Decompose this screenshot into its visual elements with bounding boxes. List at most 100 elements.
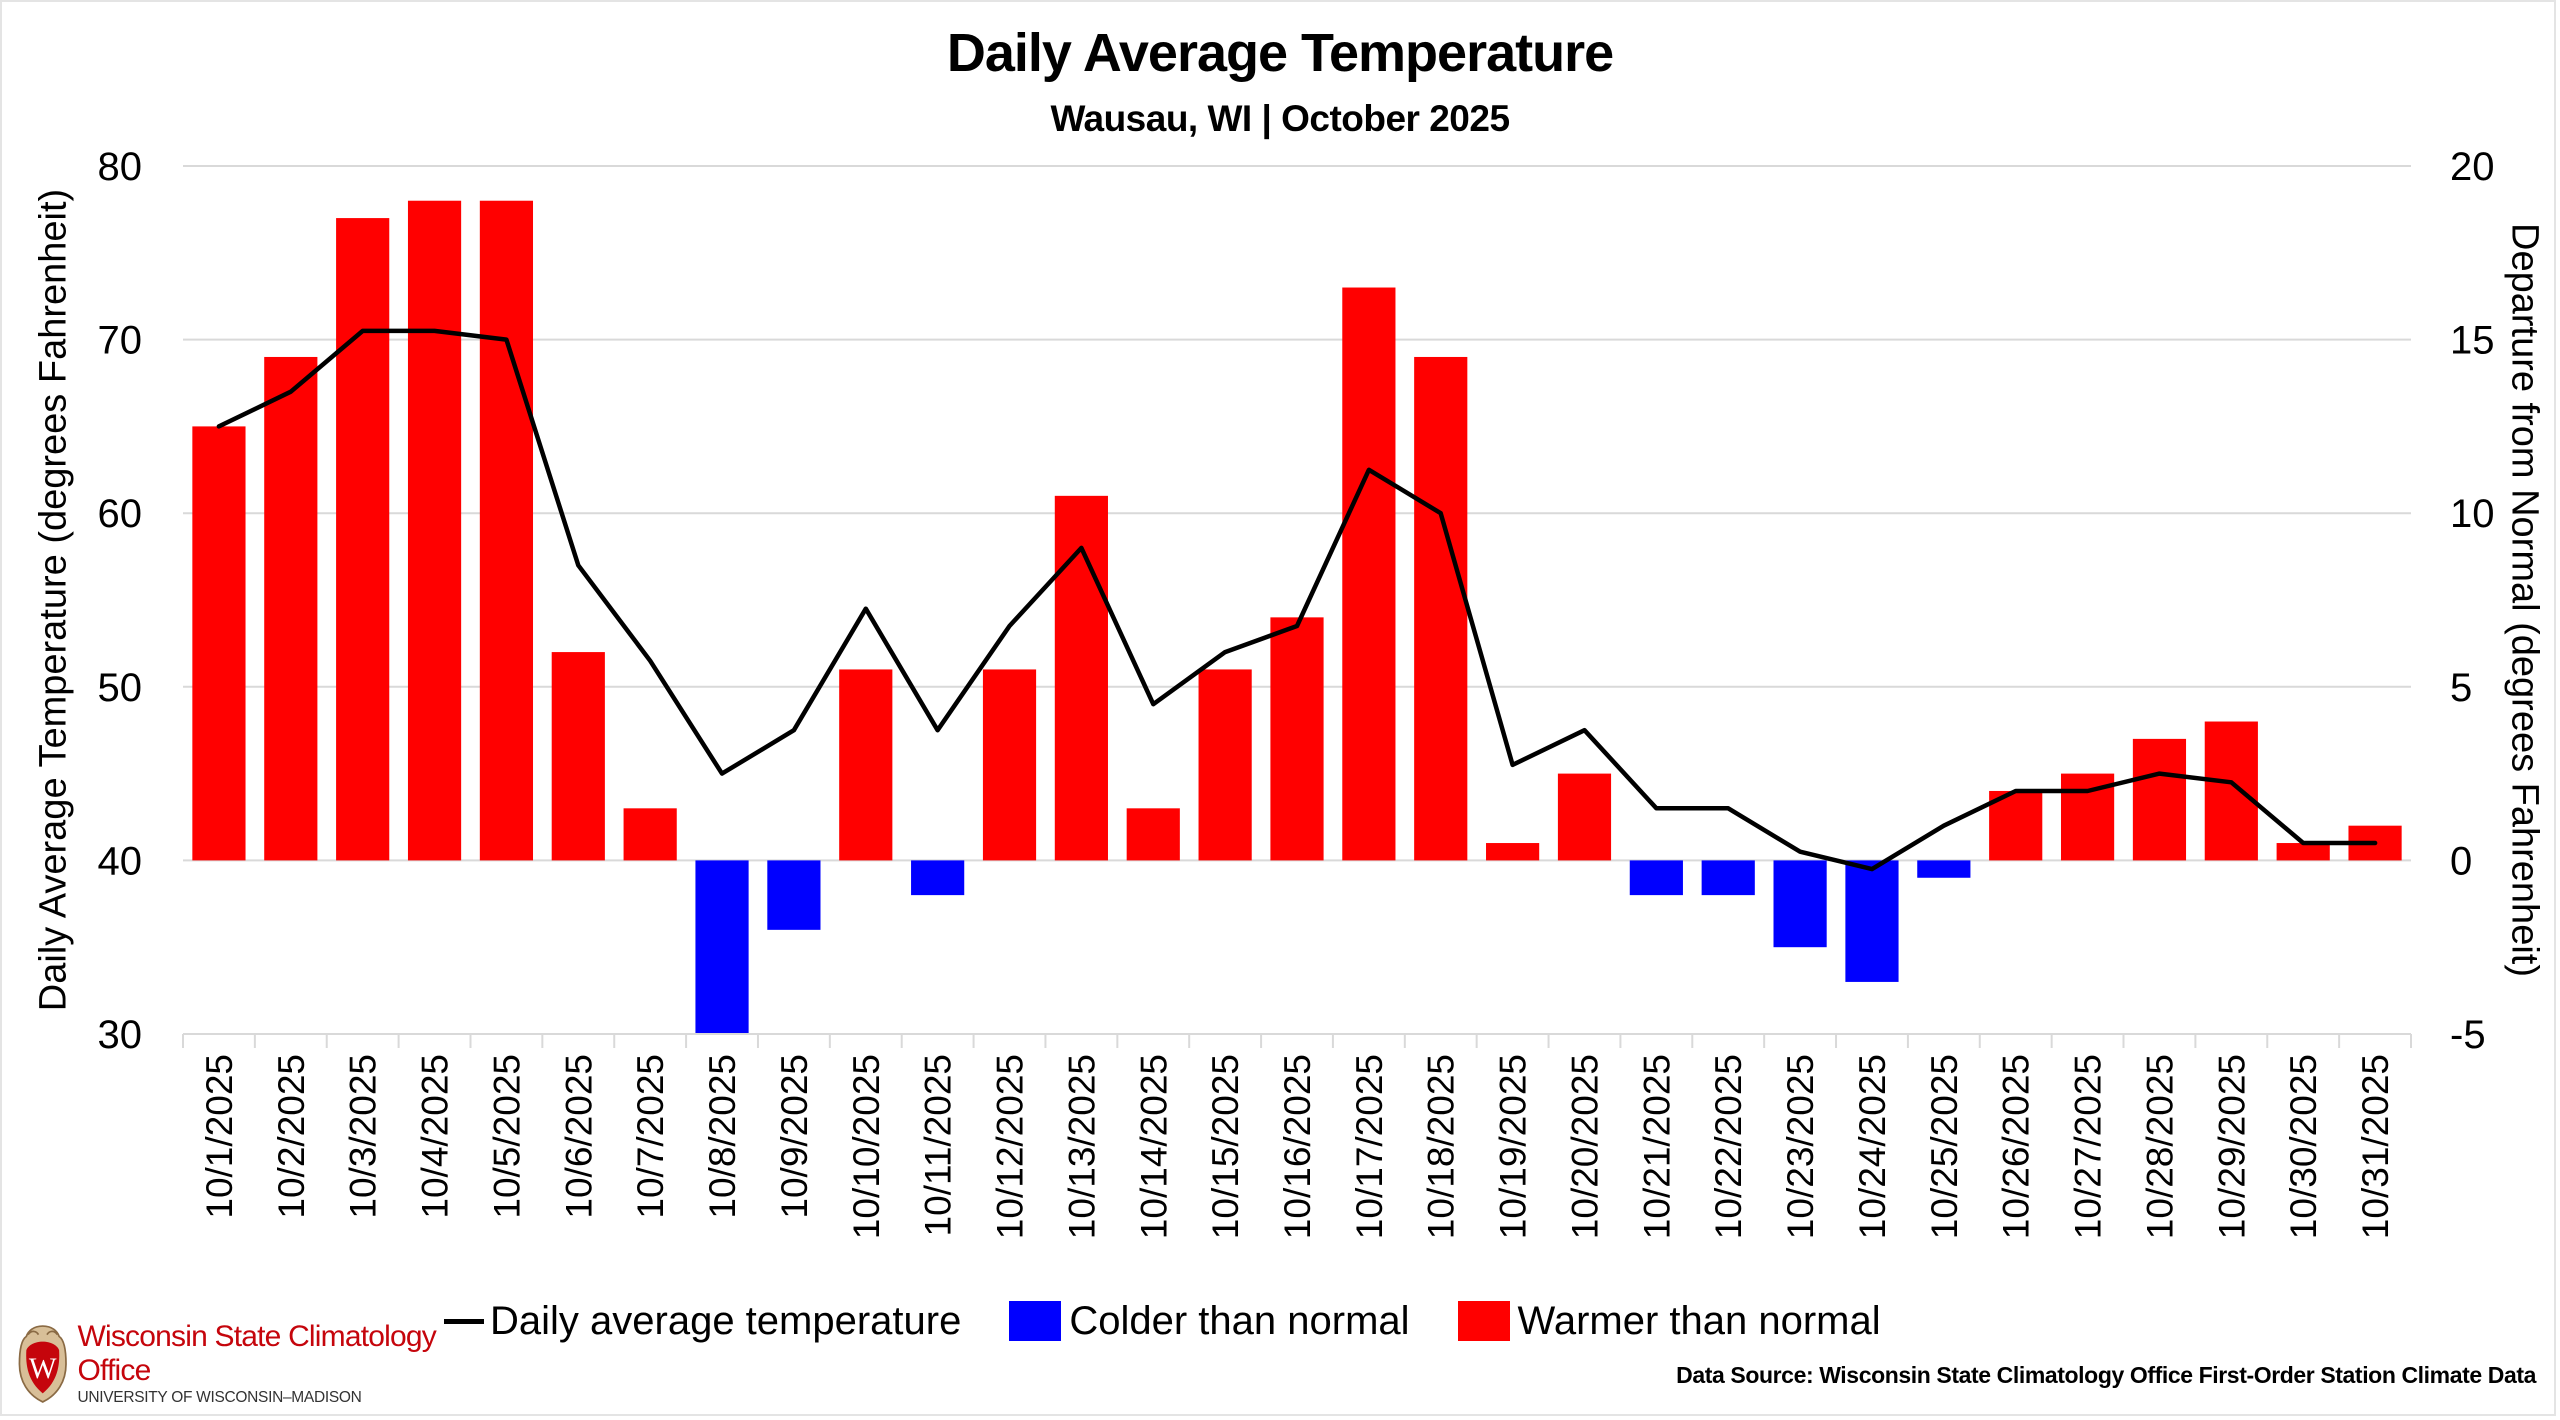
x-tick-labels: 10/1/2025 10/2/2025 10/3/2025 10/4/2025 10/5… <box>199 1054 2396 1239</box>
logo-university: UNIVERSITY OF WISCONSIN–MADISON <box>77 1389 362 1406</box>
warmer-bar <box>479 200 534 861</box>
colder-bar <box>1845 860 1899 982</box>
right-y-tick-label: 20 <box>2450 145 2495 189</box>
right-y-tick-label: 15 <box>2450 319 2495 363</box>
left-y-tick-label: 40 <box>98 839 143 883</box>
x-tick-label: 10/29/2025 <box>2211 1054 2252 1239</box>
chart-subtitle: Wausau, WI | October 2025 <box>1050 98 1510 139</box>
colder-bar <box>767 860 821 930</box>
colder-bar <box>1917 860 1971 878</box>
x-tick-label: 10/12/2025 <box>990 1054 1031 1239</box>
colder-bar <box>1773 860 1827 948</box>
legend-item-temperature: Daily average temperature <box>444 1299 961 1344</box>
warmer-bar <box>1414 356 1468 861</box>
legend: Daily average temperature Colder than no… <box>444 1293 1929 1349</box>
warmer-bar <box>1989 790 2043 861</box>
x-tick-label: 10/7/2025 <box>630 1054 671 1219</box>
wsco-logo: W Wisconsin State Climatology Office UNI… <box>16 1318 456 1410</box>
left-y-tick-label: 70 <box>98 319 143 363</box>
warmer-bar <box>407 200 462 861</box>
x-tick-label: 10/31/2025 <box>2355 1054 2396 1239</box>
x-tick-label: 10/3/2025 <box>343 1054 384 1219</box>
left-y-tick-labels: 30 40 50 60 70 80 <box>98 145 143 1057</box>
x-tick-label: 10/25/2025 <box>1924 1054 1965 1239</box>
legend-label-colder: Colder than normal <box>1069 1298 1410 1343</box>
x-tick-label: 10/8/2025 <box>702 1054 743 1219</box>
warmer-bar <box>192 426 246 861</box>
right-y-tick-labels: -5 0 5 10 15 20 <box>2450 145 2495 1057</box>
left-y-tick-label: 80 <box>98 145 143 189</box>
left-y-tick-label: 60 <box>98 492 143 536</box>
warmer-bar <box>2276 843 2330 861</box>
x-tick-label: 10/17/2025 <box>1349 1054 1390 1239</box>
x-tick-label: 10/15/2025 <box>1205 1054 1246 1239</box>
warmer-bar <box>1126 808 1180 861</box>
x-tick-label: 10/9/2025 <box>774 1054 815 1219</box>
colder-bar <box>1629 860 1683 896</box>
uw-crest-icon: W <box>18 1325 67 1403</box>
x-axis-ticks <box>182 1033 2412 1048</box>
x-tick-label: 10/2/2025 <box>271 1054 312 1219</box>
x-tick-label: 10/16/2025 <box>1277 1054 1318 1239</box>
warmer-bar <box>1486 843 1540 861</box>
x-tick-label: 10/23/2025 <box>1780 1054 1821 1239</box>
x-tick-label: 10/13/2025 <box>1061 1054 1102 1239</box>
data-source-note: Data Source: Wisconsin State Climatology… <box>1676 1362 2536 1388</box>
x-tick-label: 10/5/2025 <box>486 1054 527 1219</box>
uw-crest-letter: W <box>29 1353 57 1385</box>
left-y-tick-label: 50 <box>98 666 143 710</box>
x-tick-label: 10/21/2025 <box>1636 1054 1677 1239</box>
logo-org-name: Wisconsin State Climatology Office <box>77 1320 436 1387</box>
legend-item-warmer: Warmer than normal <box>1457 1298 1881 1344</box>
warmer-bar <box>264 356 318 861</box>
legend-warmer-swatch <box>1457 1301 1510 1341</box>
temperature-line <box>216 328 2378 872</box>
right-y-tick-label: -5 <box>2450 1013 2486 1057</box>
temperature-line-group <box>216 328 2378 872</box>
departure-bars <box>192 200 2402 1034</box>
left-y-tick-label: 30 <box>98 1013 143 1057</box>
warmer-bar <box>2132 738 2187 861</box>
legend-item-colder: Colder than normal <box>1009 1298 1410 1344</box>
warmer-bar <box>336 218 390 861</box>
warmer-bar <box>982 669 1037 861</box>
legend-label-warmer: Warmer than normal <box>1517 1298 1881 1343</box>
x-tick-label: 10/30/2025 <box>2283 1054 2324 1239</box>
colder-bar <box>1701 860 1755 896</box>
warmer-bar <box>1342 287 1396 861</box>
x-tick-label: 10/14/2025 <box>1133 1054 1174 1239</box>
colder-bar <box>911 860 965 896</box>
warmer-bar <box>839 669 893 861</box>
x-tick-label: 10/22/2025 <box>1708 1054 1749 1239</box>
x-tick-label: 10/28/2025 <box>2139 1054 2180 1239</box>
warmer-bar <box>1198 669 1252 861</box>
right-axis-title: Departure from Normal (degrees Fahrenhei… <box>2503 223 2546 977</box>
right-y-tick-label: 0 <box>2450 839 2472 883</box>
x-tick-label: 10/26/2025 <box>1996 1054 2037 1239</box>
x-tick-label: 10/4/2025 <box>415 1054 456 1219</box>
legend-line-swatch <box>444 1318 484 1324</box>
x-tick-label: 10/20/2025 <box>1564 1054 1605 1239</box>
x-tick-label: 10/24/2025 <box>1852 1054 1893 1239</box>
x-tick-label: 10/19/2025 <box>1493 1054 1534 1239</box>
legend-colder-swatch <box>1009 1301 1062 1341</box>
x-tick-label: 10/6/2025 <box>558 1054 599 1219</box>
warmer-bar <box>1557 773 1612 861</box>
warmer-bar <box>1054 495 1108 861</box>
x-tick-label: 10/18/2025 <box>1421 1054 1462 1239</box>
x-tick-label: 10/11/2025 <box>918 1054 959 1236</box>
right-y-tick-label: 5 <box>2450 666 2472 710</box>
chart-title: Daily Average Temperature <box>946 23 1614 83</box>
warmer-bar <box>1270 617 1324 861</box>
left-axis-title: Daily Average Temperature (degrees Fahre… <box>32 188 75 1012</box>
warmer-bar <box>2204 721 2258 861</box>
x-tick-label: 10/1/2025 <box>199 1054 240 1219</box>
x-tick-label: 10/10/2025 <box>846 1054 887 1239</box>
colder-bar <box>695 860 749 1034</box>
warmer-bar <box>623 808 677 861</box>
x-tick-label: 10/27/2025 <box>2068 1054 2109 1239</box>
right-y-tick-label: 10 <box>2450 492 2495 536</box>
legend-label-temperature: Daily average temperature <box>490 1298 962 1343</box>
